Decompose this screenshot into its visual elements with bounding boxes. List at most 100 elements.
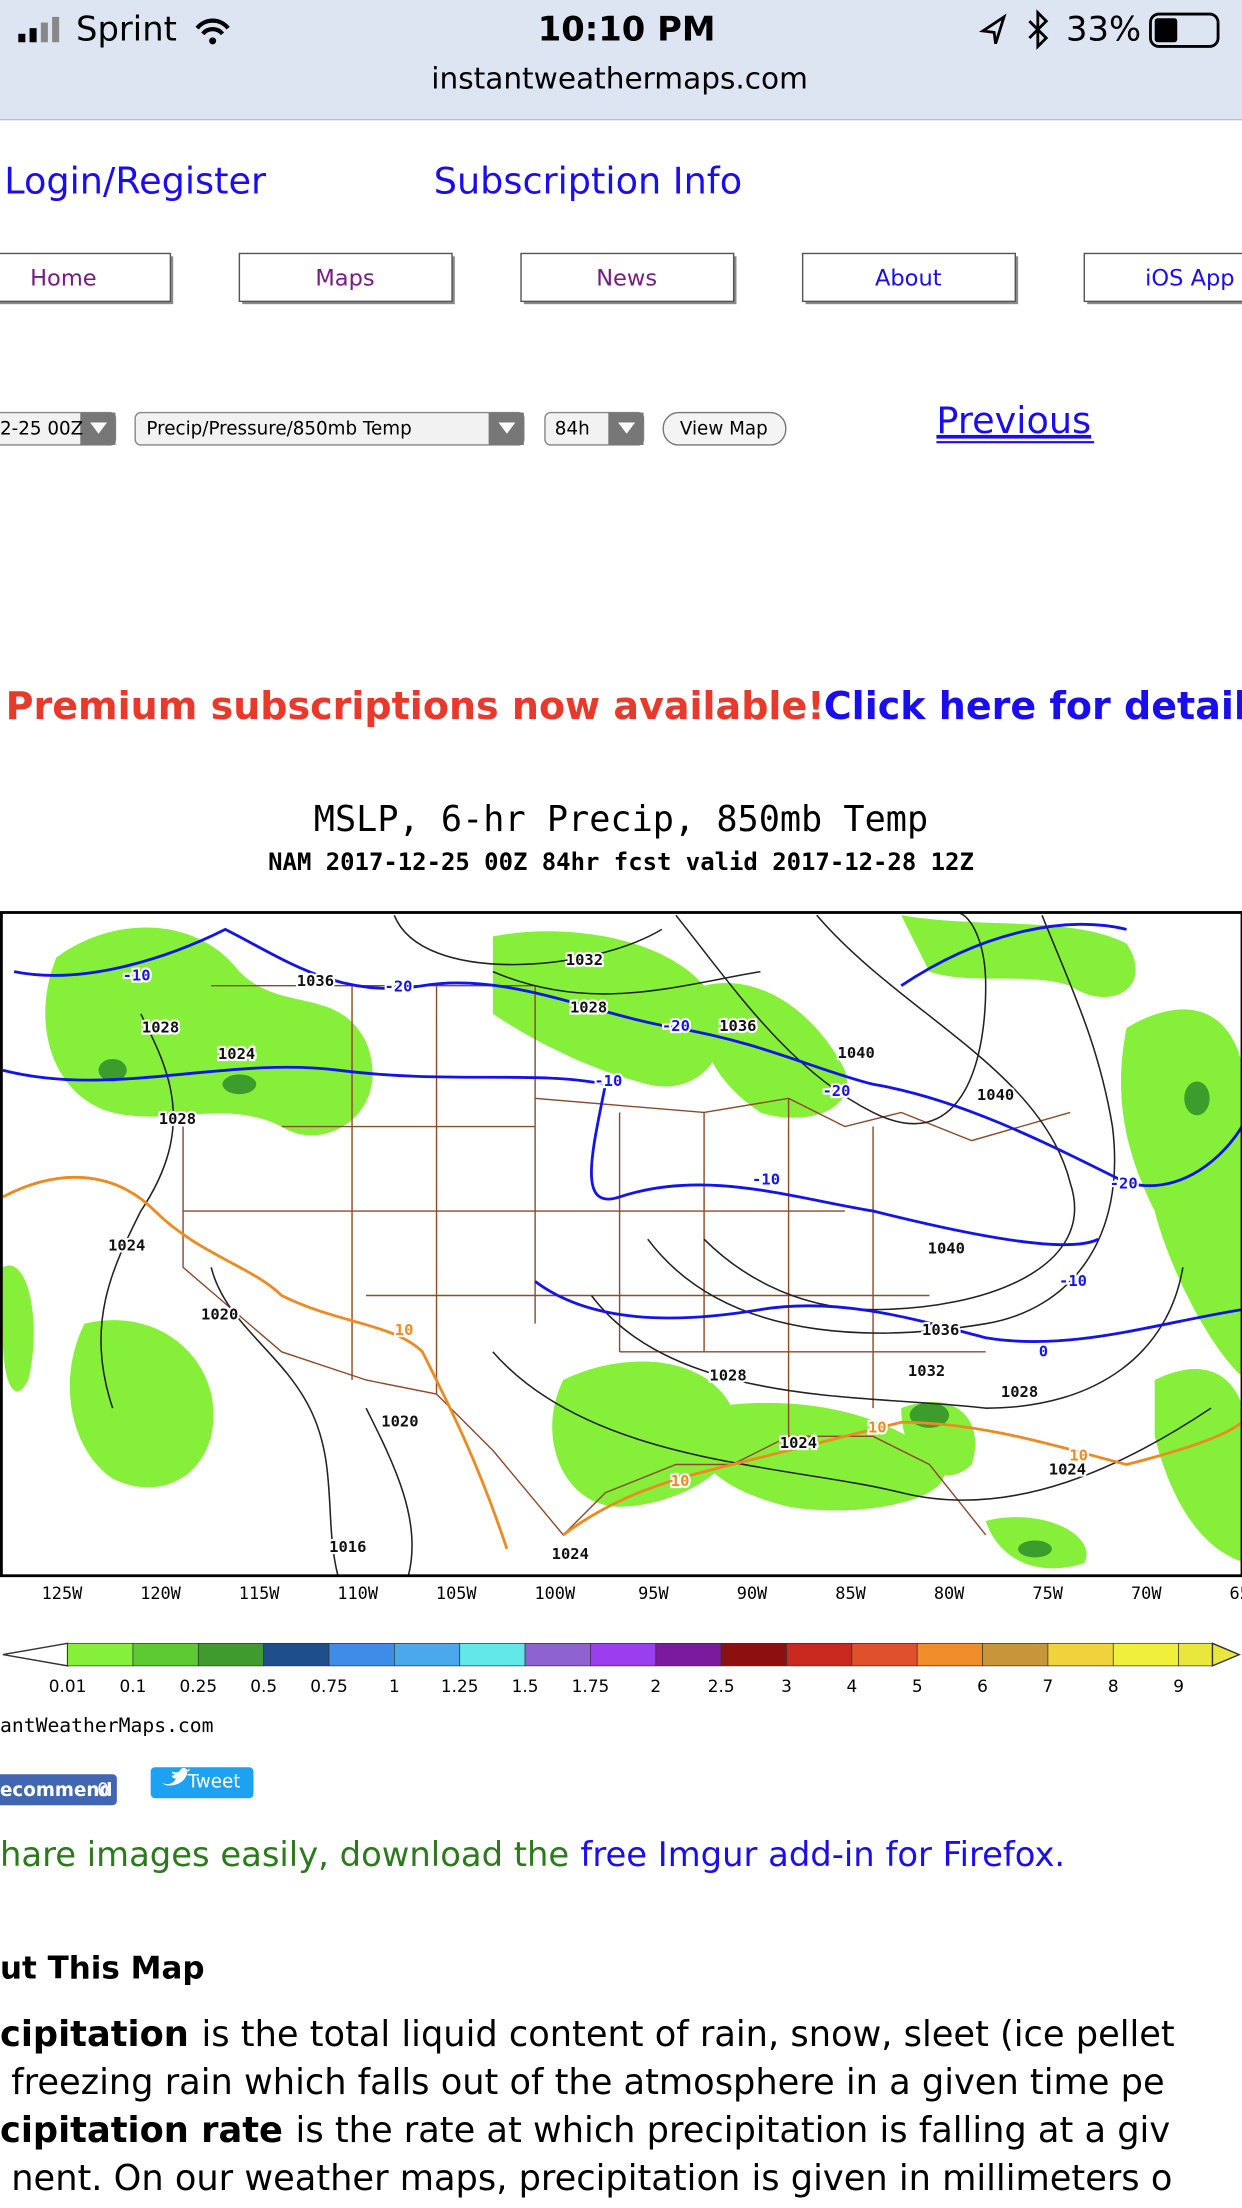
contour-label: 1032: [566, 951, 603, 969]
contour-label: 10: [1069, 1447, 1088, 1465]
map-labels: 1032 1028 1036 1036 1040 1040 1040 1036 1032 1028…: [106, 949, 1140, 1565]
contour-label: 1040: [977, 1086, 1014, 1104]
nav-button[interactable]: [238, 252, 453, 303]
wifi-dot: [209, 37, 217, 45]
nav-button[interactable]: [520, 252, 735, 303]
contour-label: 1028: [159, 1110, 196, 1128]
colorbar-label: 4: [846, 1676, 857, 1696]
colorbar-end: [2, 1642, 69, 1667]
colorbar-segment: [263, 1642, 330, 1667]
bold-term: cipitation: [0, 2014, 189, 2055]
cold-isotherms: [2, 922, 1242, 1343]
nav-label: iOS App: [1145, 265, 1234, 291]
banner-text: Premium subscriptions now available!: [6, 684, 825, 728]
contour-label: 1036: [297, 972, 334, 990]
imgur-link[interactable]: free Imgur add-in for Firefox.: [580, 1834, 1065, 1873]
contour-label: 1020: [381, 1413, 418, 1431]
colorbar-segment: [1047, 1642, 1114, 1667]
contour-label: 1036: [719, 1017, 756, 1035]
nav-button[interactable]: [0, 252, 172, 303]
colorbar-label: 6: [977, 1676, 988, 1696]
colorbar-segment: [786, 1642, 853, 1667]
longitude-label: 120W: [140, 1583, 181, 1603]
colorbar-segment: [67, 1642, 134, 1667]
line-text: nent. On our weather maps, precipitation…: [11, 2158, 1172, 2199]
colorbar-end: [1211, 1642, 1241, 1667]
tweet-text: Tweet: [187, 1772, 241, 1793]
colorbar-label: 5: [912, 1676, 923, 1696]
contour-label: 1036: [922, 1321, 959, 1339]
contour-label: 1020: [201, 1306, 238, 1324]
colorbar-segment: [197, 1642, 265, 1667]
colorbar-segment: [1112, 1642, 1179, 1667]
run-select-text: 2-25 00Z: [0, 418, 83, 439]
battery-icon: [1149, 12, 1220, 48]
contour-label: -20: [662, 1017, 690, 1035]
contour-label: 1040: [928, 1240, 965, 1258]
recommend-count: 0: [97, 1780, 109, 1801]
paragraph-line: freezing rain which falls out of the atm…: [11, 2062, 1164, 2103]
paragraph-line: cipitation rate is the rate at which prec…: [0, 2110, 1170, 2151]
banner-link[interactable]: Click here for details: [824, 684, 1242, 728]
about-text: cipitation is the total liquid content of…: [0, 2014, 1175, 2199]
contour-label: -20: [385, 978, 413, 996]
contour-label: 1028: [709, 1366, 746, 1384]
contour-label: -10: [1059, 1272, 1087, 1290]
recommend-button[interactable]: [0, 1774, 117, 1806]
bold-term: cipitation rate: [0, 2110, 283, 2151]
longitude-label: 70W: [1131, 1583, 1162, 1603]
login-link[interactable]: Login/Register: [4, 160, 267, 203]
colorbar-segment: [851, 1642, 918, 1667]
longitude-label: 105W: [436, 1583, 477, 1603]
paragraph-line: nent. On our weather maps, precipitation…: [11, 2158, 1172, 2199]
map-image: 1032 1028 1036 1036 1040 1040 1040 1036 1032 1028…: [1, 912, 1242, 1576]
longitude-label: 80W: [934, 1583, 965, 1603]
wifi-icon: [195, 18, 230, 36]
contour-label: -10: [123, 966, 151, 984]
contour-label: -20: [822, 1082, 850, 1100]
map-subtitle: NAM 2017-12-25 00Z 84hr fcst valid 2017-…: [268, 848, 974, 876]
map-title: MSLP, 6-hr Precip, 850mb Temp: [314, 799, 928, 840]
bird-icon: [161, 1767, 191, 1786]
nav-label: About: [875, 265, 942, 291]
colorbar-segment: [720, 1642, 787, 1667]
colorbar-segment: [394, 1642, 461, 1667]
nav-button[interactable]: [801, 252, 1016, 303]
location-icon: [978, 13, 1007, 45]
view-map-button[interactable]: [662, 411, 787, 446]
imgur-line: hare images easily, download the free Img…: [0, 1834, 1065, 1873]
colorbar-label: 2: [650, 1676, 661, 1696]
longitude-label: 85W: [835, 1583, 866, 1603]
subscription-link[interactable]: Subscription Info: [434, 160, 742, 203]
contour-label: 1024: [1049, 1461, 1086, 1479]
colorbar-segment: [1178, 1642, 1213, 1667]
line-text: is the rate at which precipitation is fa…: [296, 2110, 1171, 2151]
signal-icon: [18, 16, 60, 43]
precip-areas: [2, 915, 1242, 1569]
nav-label: Home: [30, 265, 96, 291]
colorbar-label: 1.25: [441, 1676, 479, 1696]
colorbar-segment: [524, 1642, 591, 1667]
colorbar-label: 3: [781, 1676, 792, 1696]
previous-link[interactable]: Previous: [936, 399, 1091, 442]
nav-button[interactable]: [1083, 252, 1242, 303]
contour-label: -20: [1110, 1175, 1138, 1193]
clock: 10:10 PM: [538, 9, 716, 48]
contour-label: 1024: [218, 1045, 255, 1063]
colorbar-segment: [459, 1642, 526, 1667]
colorbar-segment: [916, 1642, 983, 1667]
contour-label: 10: [671, 1472, 690, 1490]
bluetooth-icon: [1028, 9, 1049, 50]
imgur-text: hare images easily, download the: [0, 1834, 569, 1873]
colorbar-label: 1: [389, 1676, 400, 1696]
select-arrows: [90, 422, 636, 434]
nav-label: Maps: [315, 265, 374, 291]
contour-label: 1028: [570, 999, 607, 1017]
colorbar-label: 0.01: [49, 1676, 87, 1696]
carrier: Sprint: [76, 9, 177, 48]
longitude-label: 75W: [1032, 1583, 1063, 1603]
nav: Home Maps News About iOS App: [0, 252, 1242, 305]
recommend-text: ecommend: [0, 1780, 112, 1801]
paragraph-line: cipitation is the total liquid content of…: [0, 2014, 1175, 2055]
